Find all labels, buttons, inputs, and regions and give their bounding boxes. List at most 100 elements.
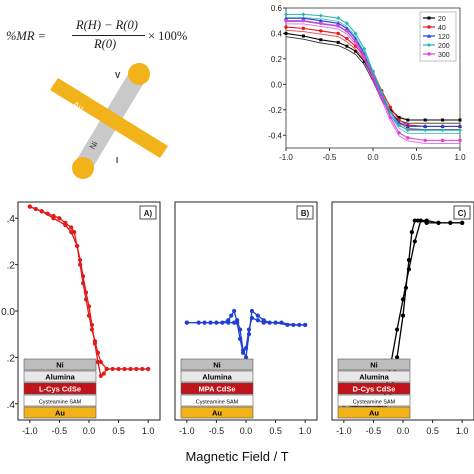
panel-data-point <box>122 366 127 372</box>
panel-data-point <box>240 348 246 353</box>
panel-y-tick-label: 0.0 <box>1 307 15 318</box>
layer-cdse <box>337 382 411 395</box>
panel-x-tick-label: -0.5 <box>52 426 68 436</box>
top-contact-pad <box>128 63 150 85</box>
panel-data-point <box>89 322 95 328</box>
inset-data-point <box>301 26 306 31</box>
panel-data-point <box>406 257 412 263</box>
layer-alumina <box>23 370 97 383</box>
layer-au <box>23 406 97 419</box>
panel-data-point <box>418 218 423 223</box>
inset-y-tick-label: 0.0 <box>271 80 283 89</box>
panel-data-point <box>237 327 243 332</box>
layer-cdse-label: D-Cys CdSe <box>353 384 396 393</box>
inset-x-tick-label: 0.0 <box>367 153 379 162</box>
panel-data-point <box>63 223 68 228</box>
panel-data-point <box>243 355 249 360</box>
panel-data-point <box>412 218 417 223</box>
panel-data-point <box>75 243 80 249</box>
panel-x-tick-label: 0.5 <box>112 426 125 436</box>
panel-label-text: C) <box>458 209 467 218</box>
panel-data-point <box>72 230 77 235</box>
inset-data-point <box>318 18 323 23</box>
inset-data-point <box>345 29 349 33</box>
layer-stack: Ni Alumina D-Cys CdSe Cysteamine SAM Au <box>337 358 411 419</box>
panel-data-point <box>406 267 412 272</box>
panel-data-point <box>98 359 103 365</box>
panel-data-point <box>415 218 420 223</box>
inset-legend-label: 300 <box>438 52 450 59</box>
panel-data-point <box>448 220 453 225</box>
au-strip <box>50 78 168 158</box>
panel-data-point <box>460 220 465 225</box>
layer-alumina <box>337 370 411 383</box>
inset-data-point <box>388 105 393 109</box>
inset-x-tick-label: -1.0 <box>279 153 293 162</box>
inset-data-point <box>423 124 428 128</box>
inset-data-point <box>301 34 305 38</box>
panel-data-point <box>134 366 139 372</box>
panel-data-point <box>279 320 284 325</box>
panel-data-point <box>51 216 56 221</box>
mr-equation: %MR = R(H) − R(0) R(0) × 100% <box>6 18 206 58</box>
inset-data-point <box>284 25 288 29</box>
layer-sam-label: Cysteamine SAM <box>196 399 239 405</box>
panel-label-box <box>139 205 157 220</box>
layer-au <box>180 406 254 419</box>
inset-data-point <box>353 39 358 43</box>
inset-data-point <box>362 54 366 59</box>
panel-data-point <box>400 297 406 302</box>
equation-suffix: × 100% <box>148 29 188 43</box>
inset-data-point <box>336 21 341 25</box>
inset-data-point <box>406 118 410 122</box>
panels-chart: A) -1.0 -0.5 0.0 0.5 1.0 .4 .2 0.0 .2 .4 Ni Alumina L… <box>1 201 474 436</box>
panel-data-point <box>412 239 417 244</box>
inset-data-point <box>344 21 349 26</box>
inset-data-point <box>362 59 366 63</box>
layer-stack: Ni Alumina MPA CdSe Cysteamine SAM Au <box>180 358 254 419</box>
panel-y-tick-label: .2 <box>7 261 16 272</box>
layer-stack: Ni Alumina L-Cys CdSe Cysteamine SAM Au <box>23 358 97 419</box>
inset-data-point <box>397 131 401 135</box>
inset-y-tick-label: 0.4 <box>271 29 283 38</box>
panel-data-point <box>424 220 429 225</box>
panel-data-point <box>436 220 441 225</box>
panel-x-tick-label: 1.0 <box>456 426 469 436</box>
panel-A: A) -1.0 -0.5 0.0 0.5 1.0 .4 .2 0.0 .2 .4 Ni Alumina L… <box>1 201 161 436</box>
inset-data-point <box>319 29 323 33</box>
inset-data-point <box>458 128 462 133</box>
layer-cdse-label: MPA CdSe <box>198 384 235 393</box>
layer-au <box>337 406 411 419</box>
panel-data-point <box>110 366 115 372</box>
panel-label: A) <box>139 205 157 220</box>
panel-data-point <box>394 327 400 332</box>
layer-au-label: Au <box>369 408 379 417</box>
inset-data-point <box>319 38 323 42</box>
panel-data-point <box>394 355 400 360</box>
panel-y-tick-label: .4 <box>7 400 16 411</box>
layer-ni-label: Ni <box>56 360 64 369</box>
panel-data-point <box>261 318 266 323</box>
inset-data-point <box>284 19 288 23</box>
inset-series-return-line <box>286 17 460 134</box>
panel-x-tick-label: 1.0 <box>299 426 312 436</box>
inset-y-tick-label: 0.2 <box>271 55 283 64</box>
panel-data-point <box>69 225 74 230</box>
layer-sam <box>23 394 97 407</box>
panel-data-point <box>267 320 272 325</box>
inset-data-point <box>336 16 341 21</box>
inset-legend-marker <box>427 52 431 56</box>
panel-data-point <box>146 366 151 372</box>
panel-data-point <box>232 308 237 314</box>
panel-x-tick-label: -1.0 <box>336 426 352 436</box>
panel-data-point <box>95 359 100 365</box>
inset-data-point <box>405 124 410 128</box>
layer-alumina-label: Alumina <box>359 372 389 381</box>
inset-data-point <box>441 118 445 122</box>
inset-data-point <box>345 44 349 48</box>
device-schematic: Au Ni V I <box>50 63 168 179</box>
panel-y-tick-label: .4 <box>7 214 16 225</box>
panel-data-point <box>92 341 98 346</box>
inset-legend-label: 20 <box>438 16 446 23</box>
